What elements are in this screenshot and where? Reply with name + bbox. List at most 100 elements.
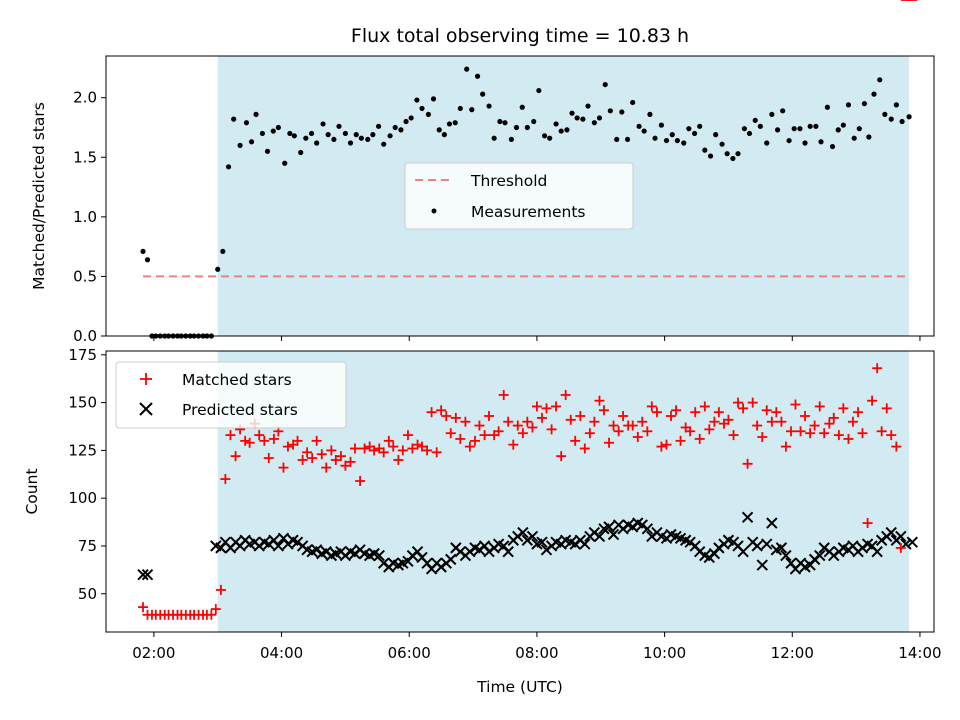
predicted-stars-legend-marker (139, 402, 153, 416)
predicted-stars-legend-swatch (139, 402, 153, 416)
top-x-ticks (153, 336, 921, 341)
measurement-point-26 (264, 148, 271, 154)
measurement-point-34 (308, 130, 315, 137)
matched-star-point-160 (895, 542, 906, 553)
matched-star-point-57 (402, 430, 413, 441)
predicted-star-point-140 (871, 546, 883, 558)
measurement-point-115 (757, 123, 763, 129)
measurement-point-83 (580, 116, 586, 122)
matched-stars-legend-marker (140, 373, 152, 385)
measurement-point-138 (882, 111, 888, 117)
top-legend: Threshold Measurements (404, 162, 634, 230)
measurement-point-67 (491, 135, 497, 141)
measurement-point-101 (681, 140, 687, 146)
matched-star-point-87 (546, 424, 557, 435)
measurement-point-42 (353, 132, 359, 138)
matched-star-point-20 (225, 430, 236, 441)
measurement-point-104 (697, 123, 703, 129)
measurement-point-119 (780, 108, 786, 114)
x-tick-label-0: 02:00 (132, 644, 175, 662)
measurement-point-24 (253, 111, 259, 117)
measurement-point-132 (851, 135, 857, 141)
measurement-point-23 (248, 139, 255, 145)
measurement-point-59 (446, 121, 453, 127)
matched-star-point-90 (560, 389, 571, 400)
measurement-point-122 (797, 126, 803, 132)
matched-star-point-139 (795, 426, 806, 437)
matched-star-point-125 (728, 430, 739, 441)
predicted-star-point-36 (373, 549, 385, 562)
matched-star-point-32 (282, 441, 293, 452)
matched-star-point-94 (579, 443, 590, 454)
measurement-point-116 (764, 140, 770, 146)
measurement-point-44 (365, 136, 371, 143)
predicted-star-point-85 (607, 528, 620, 541)
measurement-point-79 (558, 128, 564, 134)
matched-star-point-116 (685, 426, 696, 437)
measurement-point-125 (813, 123, 819, 129)
measurement-point-124 (807, 123, 813, 129)
x-tick-label-2: 06:00 (388, 644, 431, 662)
matched-star-point-23 (240, 435, 251, 446)
matched-star-point-66 (445, 428, 456, 439)
measurement-point-36 (320, 121, 326, 127)
measurement-point-96 (652, 135, 658, 141)
matched-star-point-31 (278, 462, 289, 473)
measurement-point-81 (569, 110, 575, 116)
top-axes-frame (105, 55, 935, 337)
measurements-legend-swatch (431, 208, 437, 214)
top-panel: 0.00.51.01.52.0 Matched/Predicted stars … (30, 55, 935, 345)
matched-star-point-64 (436, 405, 447, 416)
matched-star-point-158 (886, 430, 897, 441)
measurement-point-0 (140, 248, 146, 255)
measurement-points (140, 66, 912, 339)
matched-star-point-131 (757, 432, 768, 443)
matched-star-point-111 (661, 439, 672, 450)
top-y-tick-label-4: 2.0 (73, 89, 97, 107)
measurement-point-38 (331, 136, 337, 143)
measurement-point-46 (375, 123, 382, 129)
measurement-point-120 (786, 137, 792, 144)
matched-star-point-85 (537, 412, 548, 423)
matched-star-point-155 (872, 363, 883, 374)
measurement-point-52 (408, 115, 414, 121)
matched-star-point-17 (210, 604, 221, 615)
matched-star-point-98 (598, 405, 609, 416)
matched-star-point-135 (776, 416, 787, 427)
matched-star-point-67 (450, 412, 461, 423)
measurement-point-107 (713, 132, 719, 138)
measurement-point-45 (370, 132, 376, 138)
measurement-point-140 (893, 102, 899, 108)
matched-star-point-82 (522, 416, 533, 427)
matched-star-point-105 (632, 432, 643, 443)
measurement-point-41 (347, 140, 354, 146)
matched-star-point-63 (431, 447, 442, 458)
top-y-tick-label-3: 1.5 (73, 148, 97, 166)
measurement-point-70 (508, 136, 514, 143)
bottom-panel: 50 75 100 125 150 175 02:00 04:00 06:00 08:00 10:… (23, 0, 942, 696)
matched-star-point-124 (723, 414, 734, 425)
matched-star-point-157 (881, 403, 892, 414)
matched-star-point-53 (383, 435, 394, 446)
measurement-point-123 (802, 140, 808, 146)
measurement-point-88 (607, 108, 613, 114)
matched-star-point-92 (570, 435, 581, 446)
measurement-point-130 (840, 122, 846, 128)
matched-star-point-138 (790, 399, 801, 410)
top-y-axis-label: Matched/Predicted stars (30, 102, 48, 290)
measurement-point-106 (707, 153, 714, 159)
measurement-point-62 (464, 66, 470, 72)
matched-star-point-132 (761, 405, 772, 416)
measurement-point-131 (845, 102, 852, 108)
matched-star-point-101 (613, 426, 624, 437)
measurement-point-60 (452, 120, 458, 126)
predicted-star-point-0 (137, 568, 149, 581)
matched-star-point-59 (412, 439, 423, 450)
matched-star-point-56 (397, 445, 408, 456)
matched-star-point-121 (709, 416, 720, 427)
matched-star-point-62 (426, 407, 437, 418)
measurement-point-84 (585, 103, 591, 109)
top-y-tick-label-0: 0.0 (73, 327, 97, 345)
predicted-star-point-70 (536, 536, 548, 548)
